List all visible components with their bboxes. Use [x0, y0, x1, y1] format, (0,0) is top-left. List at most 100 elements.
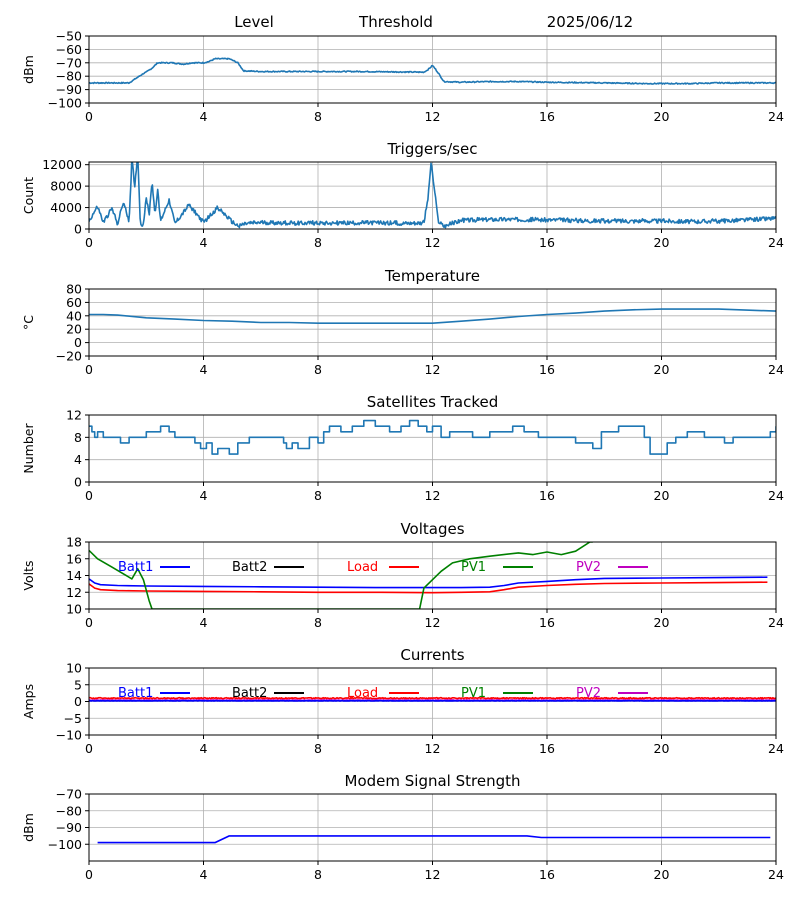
- x-tick-label: 0: [85, 867, 93, 882]
- x-tick-label: 24: [768, 615, 784, 630]
- y-tick-label: 16: [66, 551, 82, 566]
- x-tick-label: 20: [654, 488, 670, 503]
- x-tick-label: 8: [314, 235, 322, 250]
- y-tick-label: 8000: [50, 179, 82, 194]
- y-tick-label: 40: [66, 308, 82, 323]
- y-tick-label: 8: [74, 430, 82, 445]
- y-axis-label: Volts: [21, 560, 36, 590]
- x-tick-label: 4: [200, 867, 208, 882]
- legend-label-pv1: PV1: [461, 686, 486, 701]
- x-tick-label: 8: [314, 867, 322, 882]
- y-tick-label: −90: [56, 820, 82, 835]
- y-tick-label: 80: [66, 282, 82, 297]
- x-tick-label: 16: [539, 362, 555, 377]
- series-line-load: [89, 696, 776, 700]
- y-tick-label: −80: [56, 803, 82, 818]
- y-tick-label: 4000: [50, 200, 82, 215]
- x-tick-label: 16: [539, 741, 555, 756]
- y-tick-label: 12: [66, 585, 82, 600]
- y-tick-label: −10: [56, 728, 82, 743]
- legend-label-load: Load: [347, 686, 378, 701]
- x-tick-label: 0: [85, 615, 93, 630]
- series-group: [89, 542, 768, 609]
- x-tick-label: 24: [768, 235, 784, 250]
- y-tick-label: 12000: [42, 157, 82, 172]
- x-tick-label: 24: [768, 362, 784, 377]
- y-tick-label: −50: [56, 29, 82, 44]
- x-tick-label: 8: [314, 488, 322, 503]
- y-tick-label: −5: [64, 711, 82, 726]
- y-tick-label: 10: [66, 661, 82, 676]
- panel-title: Satellites Tracked: [367, 393, 498, 411]
- panel-title: Currents: [400, 646, 464, 664]
- panel-1: Triggers/sec Count 0 4 8 12 16 20 24 0 4000 8000 120…: [21, 140, 784, 250]
- panel-0: dBm 0 4 8 12 16 20 24 −100−90−80−70−60−50: [21, 29, 784, 125]
- x-tick-label: 0: [85, 362, 93, 377]
- series-line-main: [89, 308, 776, 325]
- y-tick-label: −80: [56, 69, 82, 84]
- x-tick-label: 20: [654, 109, 670, 124]
- x-tick-label: 20: [654, 867, 670, 882]
- y-tick-label: −90: [56, 82, 82, 97]
- y-axis-label: dBm: [21, 813, 36, 842]
- header: Level Threshold 2025/06/12: [234, 13, 633, 31]
- y-axis-label: Amps: [21, 684, 36, 719]
- panel-title: Voltages: [400, 520, 464, 538]
- x-tick-label: 4: [200, 488, 208, 503]
- x-tick-label: 24: [768, 488, 784, 503]
- series-group: [89, 308, 776, 325]
- header-date: 2025/06/12: [547, 13, 633, 31]
- x-tick-label: 12: [425, 362, 441, 377]
- x-tick-label: 0: [85, 741, 93, 756]
- y-tick-label: 12: [66, 408, 82, 423]
- y-tick-label: 4: [74, 452, 82, 467]
- legend-label-batt2: Batt2: [232, 560, 267, 575]
- x-tick-label: 4: [200, 362, 208, 377]
- x-tick-label: 0: [85, 109, 93, 124]
- y-tick-label: −100: [48, 96, 82, 111]
- y-axis-label: Number: [21, 423, 36, 474]
- x-tick-label: 16: [539, 109, 555, 124]
- x-tick-label: 16: [539, 235, 555, 250]
- series-group: [89, 57, 776, 85]
- header-threshold: Threshold: [358, 13, 433, 31]
- y-tick-label: −20: [56, 349, 82, 364]
- x-tick-label: 20: [654, 362, 670, 377]
- y-tick-label: 14: [66, 568, 82, 583]
- x-tick-label: 24: [768, 867, 784, 882]
- y-tick-label: 0: [74, 475, 82, 490]
- x-tick-label: 12: [425, 109, 441, 124]
- x-tick-label: 12: [425, 488, 441, 503]
- x-tick-label: 24: [768, 109, 784, 124]
- x-tick-label: 4: [200, 235, 208, 250]
- series-line-main: [89, 419, 776, 455]
- x-tick-label: 4: [200, 741, 208, 756]
- x-tick-label: 0: [85, 235, 93, 250]
- x-tick-label: 12: [425, 741, 441, 756]
- y-axis-label: Count: [21, 177, 36, 214]
- x-tick-label: 8: [314, 615, 322, 630]
- x-tick-label: 16: [539, 867, 555, 882]
- x-tick-label: 20: [654, 235, 670, 250]
- series-group: [89, 696, 776, 702]
- x-tick-label: 20: [654, 615, 670, 630]
- series-line-pv1: [89, 542, 593, 609]
- x-tick-label: 8: [314, 109, 322, 124]
- series-line-main: [97, 835, 771, 844]
- panel-6: Modem Signal Strength dBm 0 4 8 12 16 20 24 −100 −…: [21, 772, 784, 882]
- x-tick-label: 4: [200, 109, 208, 124]
- series-line-main: [89, 57, 776, 85]
- x-tick-label: 8: [314, 362, 322, 377]
- series-line-load: [89, 581, 768, 594]
- y-tick-label: 0: [74, 222, 82, 237]
- series-group: [97, 835, 771, 844]
- series-line-main: [89, 162, 776, 229]
- panel-title: Temperature: [384, 267, 480, 285]
- y-tick-label: 20: [66, 322, 82, 337]
- y-tick-label: −60: [56, 42, 82, 57]
- legend-label-batt2: Batt2: [232, 686, 267, 701]
